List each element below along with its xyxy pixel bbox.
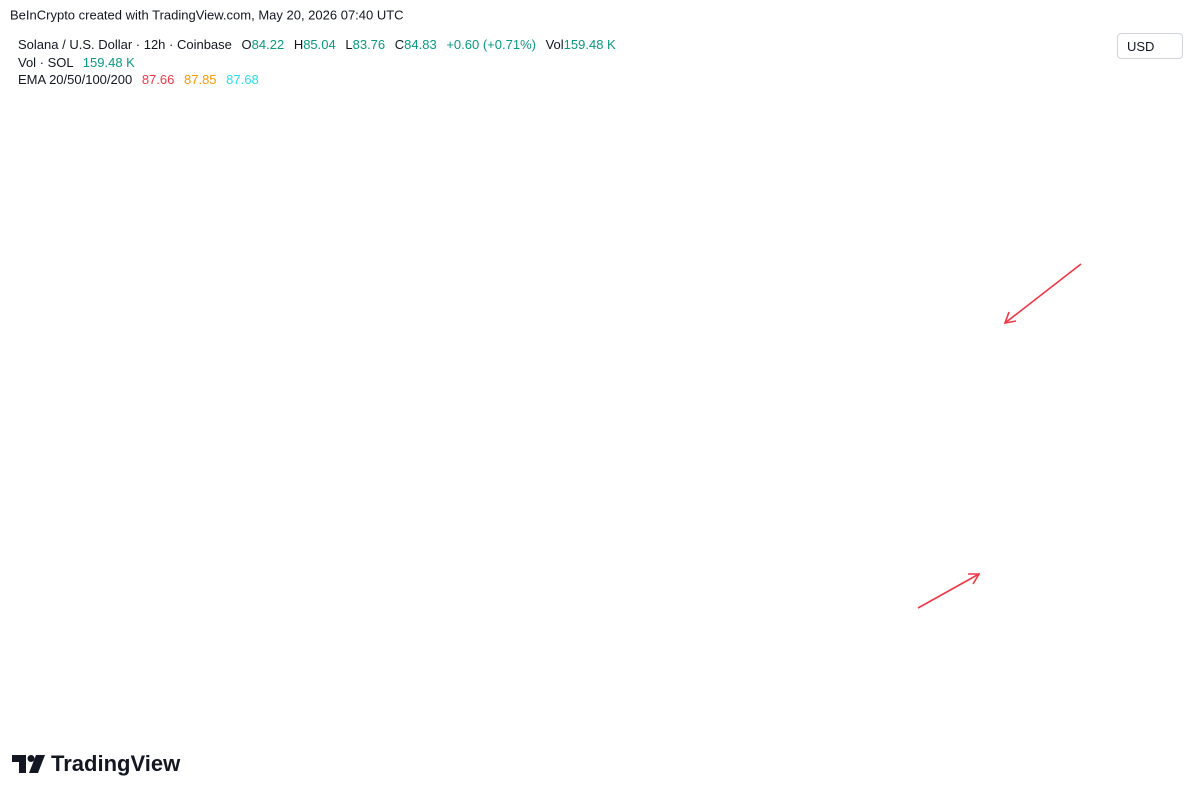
annotation-arrows — [917, 263, 1082, 609]
ema-value: 87.66 — [141, 72, 175, 87]
volume-value: 159.48 K — [563, 37, 616, 52]
ema-value: 87.68 — [226, 72, 259, 87]
volume-prefix: Vol — [545, 37, 564, 52]
brand-name: TradingView — [51, 751, 181, 776]
legend-row: Solana / U.S. Dollar · 12h · Coinbase O8… — [18, 36, 616, 54]
arrow — [917, 573, 980, 609]
ohlc-prefix: O — [241, 37, 252, 52]
legend-row: EMA 20/50/100/200 87.66 87.85 87.68 — [18, 71, 616, 89]
ohlc-value: 83.76 — [352, 37, 386, 52]
brand-logo: TradingView — [12, 751, 181, 776]
ohlc-value: 85.04 — [303, 37, 336, 52]
arrow-head — [968, 573, 981, 585]
symbol-title: Solana / U.S. Dollar · 12h · Coinbase — [18, 37, 232, 52]
ohlc-value: 84.83 — [404, 37, 437, 52]
volume-value: 159.48 K — [82, 54, 135, 70]
ohlc-value: 84.22 — [251, 37, 285, 52]
legend-row: Vol · SOL 159.48 K — [18, 54, 616, 72]
currency-button[interactable]: USD — [1117, 33, 1183, 59]
change: +0.60 (+0.71%) — [446, 37, 536, 52]
ohlc-prefix: H — [293, 37, 304, 52]
volume-title: Vol · SOL — [18, 54, 74, 70]
legend: Solana / U.S. Dollar · 12h · Coinbase O8… — [18, 36, 616, 89]
logo-mark — [12, 755, 26, 773]
ohlc-prefix: L — [345, 37, 353, 52]
ema-title: EMA 20/50/100/200 — [18, 72, 133, 87]
arrow-head — [1003, 311, 1017, 325]
ohlc-prefix: C — [394, 37, 405, 52]
ema-value: 87.85 — [184, 72, 217, 87]
logo-mark — [27, 755, 35, 762]
arrow — [1004, 263, 1082, 324]
source-note: BeInCrypto created with TradingView.com,… — [10, 7, 404, 22]
logo-mark — [29, 755, 45, 773]
